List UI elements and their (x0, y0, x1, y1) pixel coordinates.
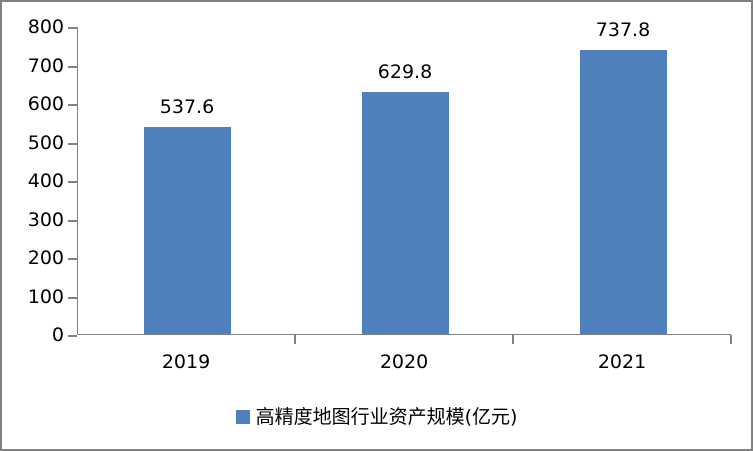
y-axis-tick-mark (68, 335, 77, 337)
y-axis-tick-label-200: 200 (27, 247, 64, 269)
y-axis-tick-mark (68, 143, 77, 145)
x-axis-label-2021: 2021 (597, 351, 647, 373)
legend-series-label: 高精度地图行业资产规模(亿元) (255, 406, 518, 428)
y-axis-tick-label-0: 0 (51, 324, 64, 346)
y-axis-tick-mark (68, 297, 77, 299)
y-axis-tick-label-300: 300 (27, 209, 64, 231)
data-label-2020: 629.8 (377, 61, 433, 83)
y-axis-tick-label-100: 100 (27, 286, 64, 308)
y-axis-tick-label-400: 400 (27, 170, 64, 192)
legend-series-marker-icon (235, 410, 250, 424)
bar-2021 (580, 50, 667, 334)
y-axis-tick-mark (68, 27, 77, 29)
y-axis-tick-mark (68, 181, 77, 183)
y-axis-tick-label-600: 600 (27, 93, 64, 115)
x-axis-label-2020: 2020 (379, 351, 429, 373)
data-label-2019: 537.6 (159, 96, 215, 118)
data-label-2021: 737.8 (595, 19, 651, 41)
plot-area: 537.6 629.8 737.8 (77, 19, 731, 335)
y-axis-tick-label-500: 500 (27, 132, 64, 154)
y-axis-tick-label-800: 800 (27, 16, 64, 38)
y-axis-tick-mark (68, 220, 77, 222)
y-axis-tick-mark (68, 104, 77, 106)
bar-2020 (362, 92, 449, 334)
x-axis-tick-mark (512, 335, 514, 344)
y-axis-tick-mark (68, 66, 77, 68)
x-axis-label-2019: 2019 (161, 351, 211, 373)
y-axis-tick-mark (68, 258, 77, 260)
legend: 高精度地图行业资产规模(亿元) (2, 405, 751, 429)
bar-2019 (144, 127, 231, 334)
x-axis-tick-mark (730, 335, 732, 344)
x-axis-tick-mark (294, 335, 296, 344)
y-axis-tick-label-700: 700 (27, 55, 64, 77)
